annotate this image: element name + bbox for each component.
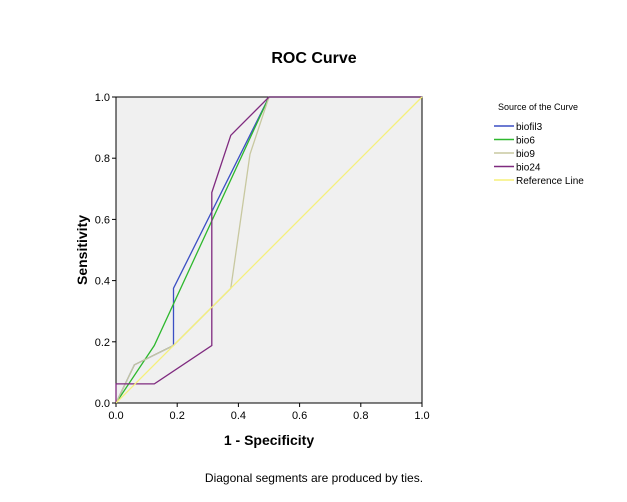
legend-label: bio6 xyxy=(516,136,535,147)
x-tick-label: 0.6 xyxy=(292,410,307,422)
legend-label: bio9 xyxy=(516,149,535,160)
footnote: Diagonal segments are produced by ties. xyxy=(205,471,423,485)
x-tick-label: 0.4 xyxy=(231,410,246,422)
x-axis-label: 1 - Specificity xyxy=(224,432,314,448)
series-line-reference-line xyxy=(115,96,423,404)
ticks-layer: 0.0 0.2 0.4 0.6 0.8 1.0 0.0 0.2 0.4 0.6 0.8 1.0 xyxy=(95,92,430,422)
x-tick-label: 0.2 xyxy=(170,410,185,422)
series-layer xyxy=(115,96,423,404)
legend-label: Reference Line xyxy=(516,176,584,187)
y-tick-label: 0.2 xyxy=(95,337,110,349)
series-line-bio24 xyxy=(115,96,422,403)
legend-title: Source of the Curve xyxy=(498,102,578,112)
y-tick-label: 1.0 xyxy=(95,92,110,104)
y-tick-label: 0.8 xyxy=(95,153,110,165)
x-tick-label: 1.0 xyxy=(414,410,429,422)
y-tick-label: 0.0 xyxy=(95,398,110,410)
x-tick-label: 0.0 xyxy=(108,410,123,422)
legend-label: biofil3 xyxy=(516,122,543,133)
x-tick-label: 0.8 xyxy=(353,410,368,422)
legend: Source of the Curve biofil3 bio6 bio9 bio24… xyxy=(494,102,584,187)
chart-title: ROC Curve xyxy=(271,50,356,67)
y-tick-label: 0.4 xyxy=(95,276,110,288)
y-axis-label: Sensitivity xyxy=(74,215,90,285)
legend-label: bio24 xyxy=(516,163,541,174)
y-tick-label: 0.6 xyxy=(95,214,110,226)
